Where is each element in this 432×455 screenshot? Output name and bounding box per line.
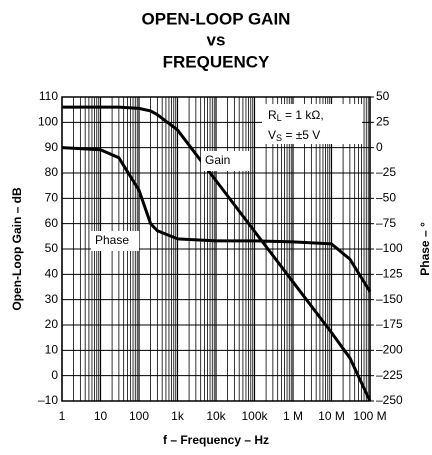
- plot-frame: [61, 96, 371, 402]
- x-tick-label: 10 M: [318, 409, 345, 423]
- y-tick-label: 10: [45, 343, 59, 357]
- y2-tick-label: –25: [376, 165, 396, 179]
- y-tick-label: 30: [45, 292, 59, 306]
- series-label-bg: [91, 231, 139, 251]
- y2-axis-label: Phase – °: [418, 222, 432, 276]
- y-tick-label: 0: [51, 368, 58, 382]
- annotation-box: [262, 104, 362, 144]
- y-tick-label: 50: [45, 241, 59, 255]
- series-line: [62, 105, 372, 402]
- y2-tick-label: –200: [376, 343, 403, 357]
- y-axis-label: Open-Loop Gain – dB: [10, 187, 24, 311]
- chart-title: FREQUENCY: [163, 52, 270, 71]
- y2-tick-label: –50: [376, 191, 396, 205]
- annotation-part: L: [277, 113, 282, 123]
- x-axis-label: f – Frequency – Hz: [163, 433, 269, 447]
- y2-tick-label: –250: [376, 393, 403, 407]
- y2-tick-label: –225: [376, 368, 403, 382]
- series-line: [61, 146, 372, 293]
- x-tick-label: 1 M: [283, 409, 303, 423]
- y-tick-label: 20: [45, 317, 59, 331]
- annotation-part: = ±5 V: [282, 128, 320, 142]
- annotation-part: S: [276, 133, 282, 143]
- y-tick-label: 100: [38, 115, 58, 129]
- y2-tick-label: –150: [376, 292, 403, 306]
- x-tick-label: 1: [59, 409, 66, 423]
- annotation: VS = ±5 V: [268, 128, 320, 143]
- y-tick-label: 80: [45, 165, 59, 179]
- y-tick-label: 60: [45, 216, 59, 230]
- y-tick-label: 90: [45, 140, 59, 154]
- y2-tick-label: –75: [376, 216, 396, 230]
- y2-tick-label: 50: [376, 89, 390, 103]
- x-tick-label: 100 M: [353, 409, 386, 423]
- y-tick-label: 40: [45, 267, 59, 281]
- x-tick-label: 100k: [241, 409, 268, 423]
- x-tick-label: 10: [94, 409, 108, 423]
- y-tick-label: 110: [39, 89, 58, 103]
- annotation-part: V: [268, 128, 276, 142]
- chart-title: OPEN-LOOP GAIN: [142, 9, 291, 28]
- series-label: Gain: [205, 153, 230, 167]
- y2-tick-label: 0: [376, 140, 383, 154]
- annotation: RL = 1 kΩ,: [268, 108, 324, 123]
- y2-tick-label: –175: [376, 317, 403, 331]
- series-label: Phase: [95, 233, 129, 247]
- y2-tick-label: –125: [376, 267, 403, 281]
- y2-tick-label: 25: [376, 115, 390, 129]
- y2-tick-label: –100: [376, 241, 403, 255]
- annotation-part: = 1 kΩ,: [282, 108, 324, 122]
- y-tick-label: 70: [45, 191, 59, 205]
- y-tick-label: –10: [38, 393, 58, 407]
- annotation-part: R: [268, 108, 277, 122]
- x-tick-label: 1k: [171, 409, 185, 423]
- x-tick-label: 10k: [206, 409, 226, 423]
- x-tick-label: 100: [129, 409, 149, 423]
- chart-title: vs: [207, 30, 226, 49]
- series-label-bg: [201, 151, 249, 171]
